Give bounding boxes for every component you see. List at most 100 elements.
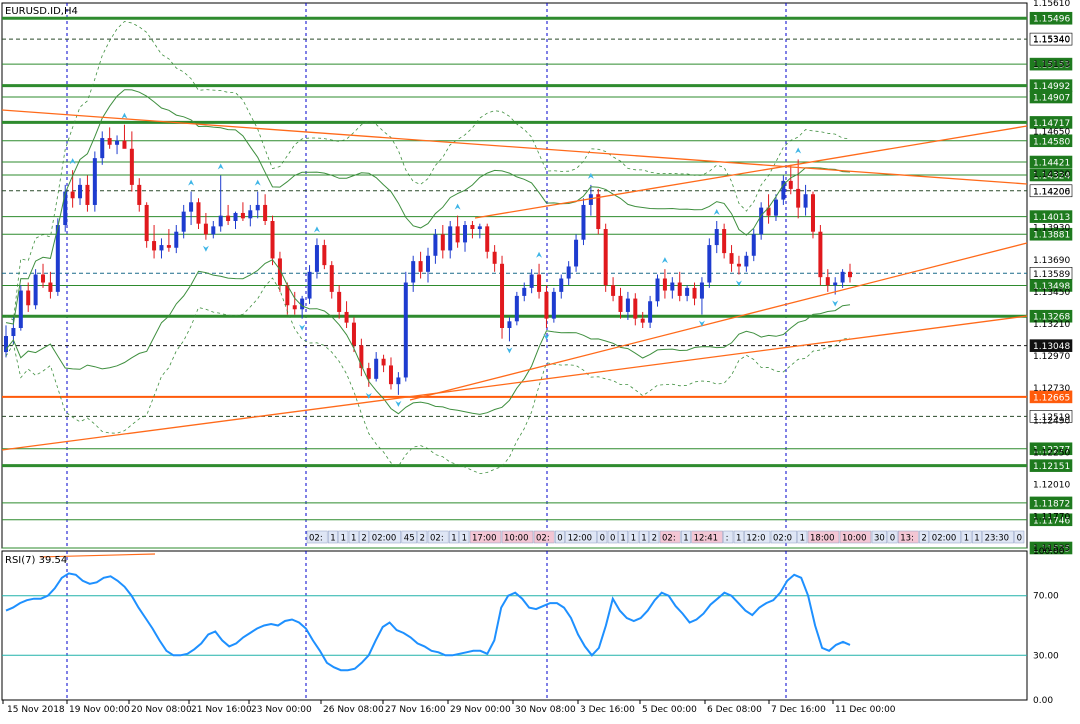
- candle[interactable]: [374, 352, 379, 382]
- candle[interactable]: [818, 225, 823, 286]
- candle[interactable]: [300, 295, 305, 319]
- candle[interactable]: [588, 184, 593, 216]
- candle[interactable]: [433, 229, 438, 264]
- candle[interactable]: [226, 204, 231, 226]
- candle[interactable]: [233, 211, 238, 230]
- candle[interactable]: [529, 269, 534, 294]
- candle[interactable]: [729, 245, 734, 272]
- candle[interactable]: [455, 215, 460, 248]
- candle[interactable]: [55, 218, 60, 296]
- candle[interactable]: [4, 325, 8, 358]
- candle[interactable]: [329, 261, 334, 299]
- candle[interactable]: [203, 212, 208, 240]
- candle[interactable]: [559, 274, 564, 299]
- candle[interactable]: [514, 291, 519, 326]
- candle[interactable]: [314, 238, 319, 279]
- candle[interactable]: [766, 194, 771, 224]
- trend-line[interactable]: [1, 109, 1028, 185]
- candle[interactable]: [255, 191, 260, 219]
- candle[interactable]: [574, 234, 579, 272]
- candle[interactable]: [344, 301, 349, 328]
- candle[interactable]: [144, 202, 149, 248]
- candle[interactable]: [351, 317, 356, 353]
- candle[interactable]: [48, 271, 53, 299]
- candle[interactable]: [100, 131, 105, 165]
- candle[interactable]: [781, 175, 786, 205]
- candle[interactable]: [448, 221, 453, 259]
- candle[interactable]: [507, 317, 512, 342]
- candle[interactable]: [773, 194, 778, 221]
- candle[interactable]: [107, 127, 112, 149]
- candle[interactable]: [796, 159, 801, 219]
- candle[interactable]: [270, 215, 275, 266]
- rsi-panel[interactable]: [1, 550, 1028, 701]
- candle[interactable]: [544, 285, 549, 328]
- candle[interactable]: [337, 285, 342, 319]
- trend-line[interactable]: [474, 125, 1028, 219]
- candle[interactable]: [18, 285, 23, 331]
- candle[interactable]: [840, 269, 845, 288]
- candle[interactable]: [692, 282, 697, 306]
- candle[interactable]: [477, 223, 482, 239]
- candle[interactable]: [381, 354, 386, 373]
- candle[interactable]: [751, 229, 756, 262]
- candle[interactable]: [263, 194, 268, 226]
- candle[interactable]: [129, 131, 134, 192]
- candle[interactable]: [810, 191, 815, 239]
- candle[interactable]: [537, 263, 542, 299]
- candle[interactable]: [566, 261, 571, 286]
- candle[interactable]: [115, 135, 120, 155]
- candle[interactable]: [625, 291, 630, 320]
- candle[interactable]: [677, 271, 682, 302]
- candle[interactable]: [92, 151, 97, 212]
- trend-line[interactable]: [409, 242, 1028, 401]
- candle[interactable]: [492, 245, 497, 272]
- candle[interactable]: [618, 287, 623, 319]
- candle[interactable]: [596, 188, 601, 235]
- candle[interactable]: [211, 221, 216, 239]
- candle[interactable]: [744, 251, 749, 272]
- candle[interactable]: [662, 269, 667, 299]
- candle[interactable]: [611, 277, 616, 302]
- candle[interactable]: [159, 238, 164, 259]
- candle[interactable]: [418, 251, 423, 279]
- candle[interactable]: [470, 221, 475, 239]
- candle[interactable]: [166, 229, 171, 252]
- candle[interactable]: [603, 223, 608, 292]
- candle[interactable]: [440, 225, 445, 259]
- candle[interactable]: [463, 221, 468, 252]
- candle[interactable]: [500, 255, 505, 339]
- candle[interactable]: [181, 204, 186, 239]
- candle[interactable]: [403, 271, 408, 382]
- candle[interactable]: [633, 293, 638, 326]
- candle[interactable]: [137, 178, 142, 212]
- candle[interactable]: [307, 265, 312, 304]
- rsi-line[interactable]: [5, 572, 851, 672]
- candle[interactable]: [33, 269, 38, 310]
- candle[interactable]: [41, 263, 46, 288]
- candle[interactable]: [640, 311, 645, 328]
- candle[interactable]: [736, 255, 741, 275]
- candle[interactable]: [522, 282, 527, 302]
- candle[interactable]: [388, 357, 393, 390]
- candle[interactable]: [277, 251, 282, 292]
- candle[interactable]: [152, 225, 157, 259]
- candle[interactable]: [248, 204, 253, 227]
- candle[interactable]: [670, 277, 675, 299]
- candle[interactable]: [485, 223, 490, 259]
- candle[interactable]: [122, 124, 127, 149]
- candle[interactable]: [78, 178, 83, 205]
- candle[interactable]: [722, 223, 727, 259]
- candle[interactable]: [218, 175, 223, 232]
- candle[interactable]: [85, 175, 90, 212]
- candle[interactable]: [707, 238, 712, 288]
- candle[interactable]: [788, 164, 793, 195]
- candle[interactable]: [426, 247, 430, 283]
- main-price-panel[interactable]: 02: 1 1 1 2 02:00 45 2 02: 1 1 17:00 10:00 02: 0 12:00 0…: [1, 2, 1028, 549]
- candle[interactable]: [648, 295, 653, 328]
- candle[interactable]: [359, 338, 364, 377]
- candle[interactable]: [285, 282, 290, 315]
- candle[interactable]: [396, 372, 401, 395]
- candle[interactable]: [581, 198, 586, 246]
- candle[interactable]: [189, 191, 194, 226]
